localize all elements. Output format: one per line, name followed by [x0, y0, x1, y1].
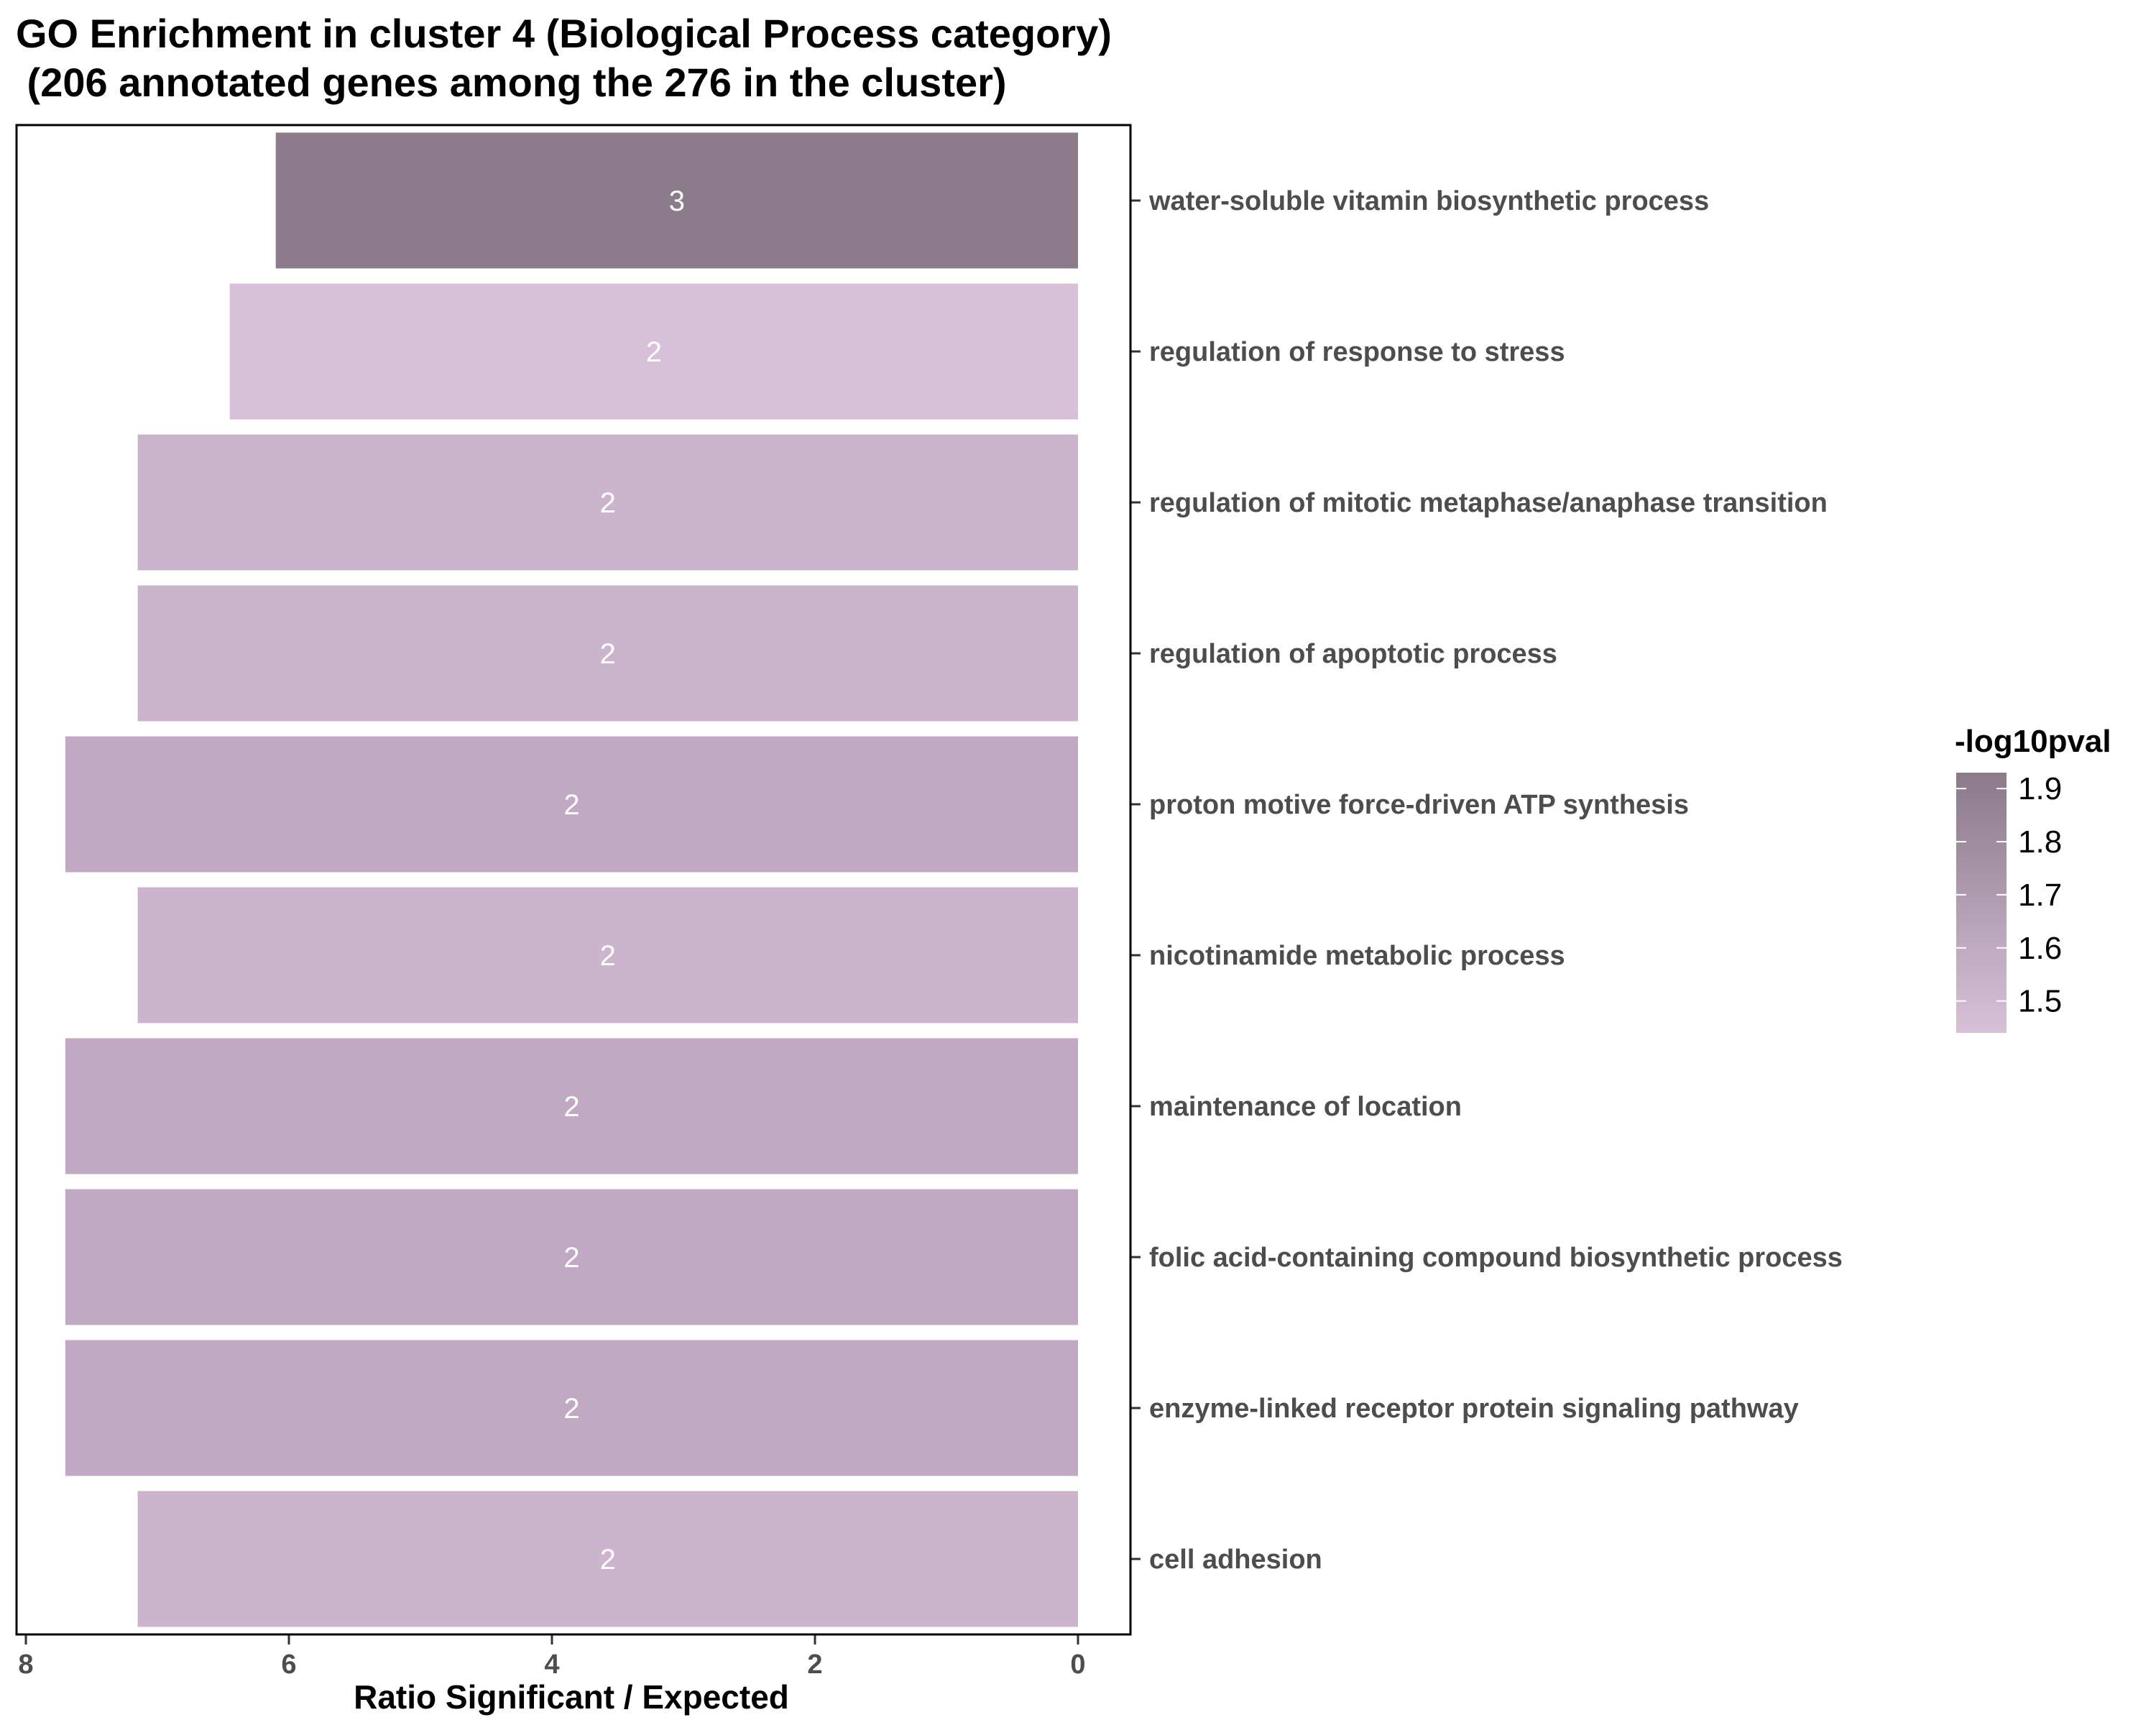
- bar-labels-group: 3 2 2 2 2 2 2 2 2 2: [563, 185, 685, 1576]
- bar: [275, 132, 1079, 269]
- bar: [137, 887, 1078, 1024]
- category-label: nicotinamide metabolic process: [1149, 941, 1565, 971]
- bar: [65, 1340, 1078, 1476]
- y-axis-labels: water-soluble vitamin biosynthetic proce…: [1148, 186, 1843, 1575]
- y-axis-ticks: [1130, 199, 1141, 1560]
- x-tick-label: 0: [1070, 1650, 1085, 1680]
- bar: [137, 585, 1078, 722]
- bar-count-label: 2: [563, 1091, 579, 1123]
- legend-tick-label: 1.8: [2018, 824, 2062, 860]
- legend-title: -log10pval: [1955, 724, 2111, 759]
- bar-count-label: 2: [563, 1242, 579, 1274]
- bars-group: [65, 132, 1079, 1627]
- legend-tick-label: 1.7: [2018, 878, 2062, 913]
- bar-count-label: 3: [669, 185, 685, 217]
- legend-tick-label: 1.9: [2018, 771, 2062, 806]
- legend-tick-label: 1.6: [2018, 931, 2062, 966]
- category-label: maintenance of location: [1149, 1092, 1462, 1122]
- category-label: enzyme-linked receptor protein signaling…: [1149, 1394, 1799, 1424]
- bar-count-label: 2: [600, 487, 616, 519]
- x-tick-label: 4: [544, 1650, 559, 1680]
- category-label: cell adhesion: [1149, 1545, 1322, 1575]
- category-label: regulation of response to stress: [1149, 337, 1565, 367]
- bar-count-label: 2: [600, 1544, 616, 1576]
- x-tick-label: 6: [281, 1650, 296, 1680]
- bar-count-label: 2: [646, 336, 662, 368]
- bar-count-label: 2: [563, 789, 579, 821]
- category-label: folic acid-containing compound biosynthe…: [1149, 1243, 1843, 1273]
- legend-colorbar: [1956, 773, 2007, 1033]
- x-tick-label: 2: [807, 1650, 822, 1680]
- bar: [137, 434, 1078, 571]
- bar-count-label: 2: [600, 638, 616, 670]
- chart-title-line1: GO Enrichment in cluster 4 (Biological P…: [16, 11, 1112, 56]
- bar: [65, 1189, 1078, 1325]
- category-label: regulation of apoptotic process: [1149, 639, 1557, 669]
- bar: [65, 1038, 1078, 1174]
- bar: [229, 283, 1078, 420]
- category-label: proton motive force-driven ATP synthesis: [1149, 790, 1689, 820]
- color-legend: -log10pval 1.9 1.8 1.7 1.6 1.5: [1955, 724, 2111, 1033]
- legend-ticks: 1.9 1.8 1.7 1.6 1.5: [1956, 771, 2062, 1019]
- x-tick-label: 8: [18, 1650, 33, 1680]
- chart-title-line2: (206 annotated genes among the 276 in th…: [16, 60, 1007, 105]
- legend-tick-label: 1.5: [2018, 984, 2062, 1019]
- x-axis-title: Ratio Significant / Expected: [354, 1678, 789, 1716]
- bar-count-label: 2: [600, 940, 616, 972]
- plot-panel-border: [15, 124, 1132, 1636]
- bar-count-label: 2: [563, 1393, 579, 1425]
- bar: [137, 1491, 1078, 1627]
- bar: [65, 736, 1078, 873]
- category-label: water-soluble vitamin biosynthetic proce…: [1148, 186, 1709, 216]
- category-label: regulation of mitotic metaphase/anaphase…: [1149, 488, 1828, 518]
- x-axis-ticks: 8 6 4 2 0: [18, 1634, 1086, 1680]
